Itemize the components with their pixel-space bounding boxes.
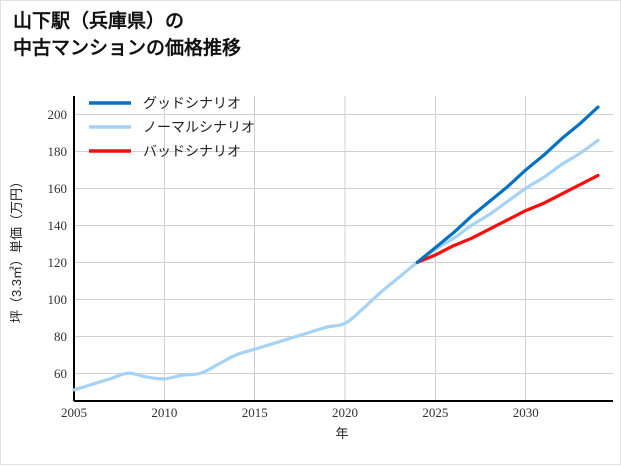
- series-line-bad: [415, 173, 600, 264]
- legend-label: バッドシナリオ: [143, 145, 241, 160]
- x-tick-label: 2025: [422, 405, 448, 420]
- y-tick-label: 200: [48, 107, 68, 122]
- y-tick-label: 160: [48, 181, 68, 196]
- y-tick-label: 80: [54, 329, 67, 344]
- page-title: 山下駅（兵庫県）の 中古マンションの価格推移: [13, 11, 242, 59]
- x-tick-label: 2010: [151, 405, 177, 420]
- y-tick-label: 100: [48, 292, 68, 307]
- x-axis-title: 年: [335, 426, 348, 441]
- series-group: [72, 105, 600, 392]
- x-axis-tick-labels: 2005 2010 2015 2020 2025 2030: [61, 405, 539, 420]
- legend-label: ノーマルシナリオ: [143, 121, 255, 136]
- series-line-good: [415, 105, 600, 264]
- y-tick-label: 140: [48, 218, 68, 233]
- x-tick-label: 2005: [61, 405, 87, 420]
- legend-label: グッドシナリオ: [143, 96, 241, 112]
- series-line-normal: [72, 138, 600, 392]
- gridline-group: [73, 96, 613, 401]
- x-tick-label: 2030: [513, 405, 539, 420]
- y-tick-label: 180: [48, 144, 68, 159]
- y-axis-title: 坪（3.3㎡）単価（万円）: [9, 175, 24, 323]
- y-tick-label: 60: [54, 366, 67, 381]
- y-tick-label: 120: [48, 255, 68, 270]
- y-axis-tick-labels: 60 80 100 120 140 160 180 200: [48, 107, 68, 381]
- x-tick-label: 2020: [332, 405, 358, 420]
- x-tick-label: 2015: [242, 405, 268, 420]
